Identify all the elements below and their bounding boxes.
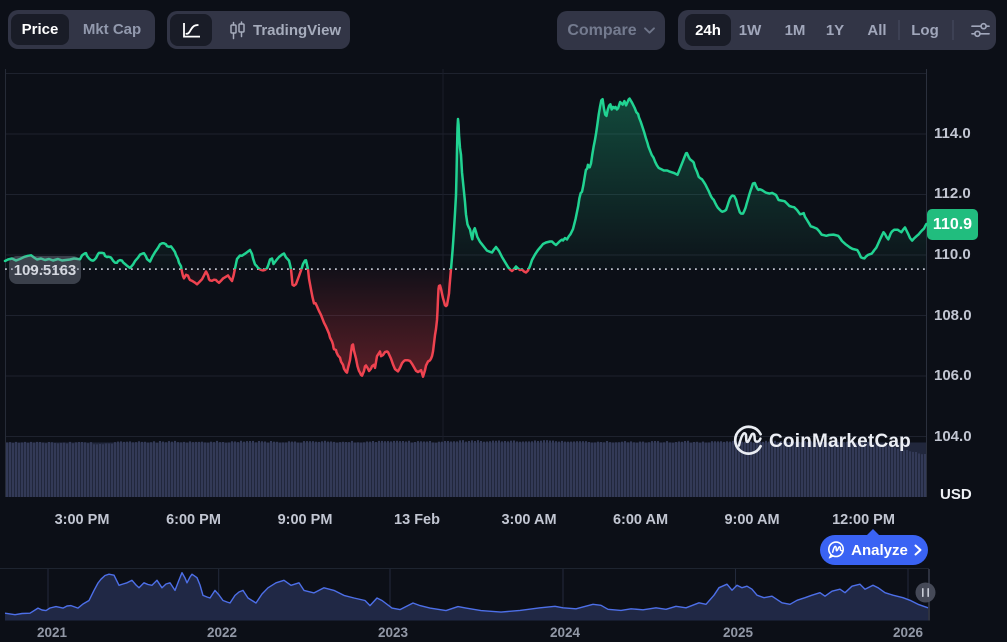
svg-text:CoinMarketCap: CoinMarketCap bbox=[769, 431, 911, 452]
